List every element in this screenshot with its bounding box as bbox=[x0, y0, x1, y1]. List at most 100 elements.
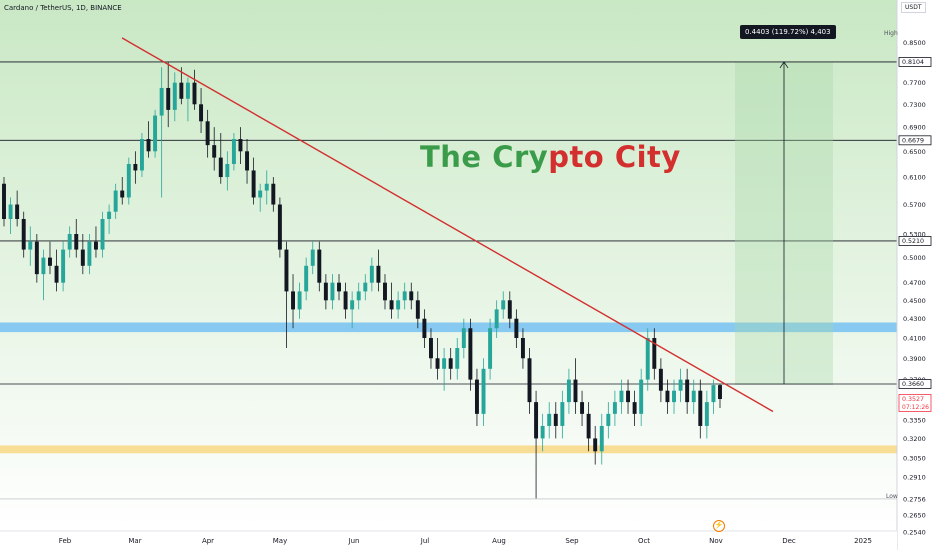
pair-title[interactable]: Cardano / TetherUS, 1D, BINANCE bbox=[4, 4, 122, 12]
candle-body bbox=[34, 241, 39, 275]
resistance-zone bbox=[0, 322, 897, 333]
measure-tool[interactable] bbox=[735, 61, 833, 385]
candle-body bbox=[639, 379, 644, 414]
y-tick-label: 0.6500 bbox=[903, 148, 926, 156]
y-tick-label: 0.2910 bbox=[903, 473, 926, 481]
candle-body bbox=[277, 204, 282, 250]
watermark-text: The Crypto City bbox=[420, 140, 681, 174]
candle-body bbox=[626, 390, 631, 403]
measure-label: 0.4403 (119.72%) 4,403 bbox=[740, 25, 836, 39]
candle-body bbox=[704, 402, 709, 426]
candle-body bbox=[126, 163, 131, 198]
time-axis-bg bbox=[0, 531, 897, 550]
trendline-layer[interactable] bbox=[121, 37, 774, 413]
candle-body bbox=[606, 413, 611, 426]
zones-layer bbox=[0, 322, 897, 454]
candle-body bbox=[514, 318, 519, 339]
y-tick-label: 0.4500 bbox=[903, 297, 926, 305]
price-axis-ticks: 0.8500 0.8104 0.7700 0.7300 0.6900 0.6500 0.61… bbox=[896, 0, 926, 550]
candle-body bbox=[159, 87, 164, 116]
candle-body bbox=[435, 358, 440, 369]
high-tag: High bbox=[884, 30, 898, 37]
y-tick-label: 0.8500 bbox=[903, 39, 926, 47]
candle-body bbox=[429, 338, 433, 359]
candle-body bbox=[8, 204, 13, 219]
candle-body bbox=[245, 151, 250, 171]
candle-body bbox=[21, 218, 26, 250]
candle-body bbox=[501, 300, 506, 310]
candle-body bbox=[652, 338, 657, 369]
descending-trendline[interactable] bbox=[121, 37, 774, 413]
candle-body bbox=[402, 291, 407, 301]
candle-body bbox=[678, 379, 683, 391]
candle-body bbox=[93, 241, 98, 250]
candle-body bbox=[113, 190, 118, 212]
currency-button[interactable]: USDT bbox=[901, 2, 926, 13]
candle-body bbox=[297, 291, 302, 310]
plot-background bbox=[0, 0, 897, 530]
candle-body bbox=[448, 358, 453, 369]
candle-body bbox=[133, 163, 138, 171]
candles-layer bbox=[2, 62, 722, 499]
candle-body bbox=[67, 234, 72, 250]
candle-body bbox=[474, 379, 479, 414]
candle-body bbox=[455, 348, 460, 369]
time-axis-ticks: Feb Mar Apr May Jun Jul Aug Sep Oct Nov Dec 2025 bbox=[0, 530, 897, 550]
candle-body bbox=[658, 368, 663, 391]
candle-body bbox=[107, 211, 112, 219]
candle-body bbox=[560, 402, 565, 426]
candle-body bbox=[192, 82, 197, 105]
candle-body bbox=[711, 385, 716, 403]
price-label-text: 0.8104 bbox=[902, 59, 924, 66]
candle-body bbox=[356, 291, 361, 301]
candle-body bbox=[166, 87, 171, 110]
candle-body bbox=[337, 282, 341, 292]
y-tick-label: 0.6900 bbox=[903, 124, 926, 132]
x-tick-label: Feb bbox=[59, 537, 72, 545]
candle-body bbox=[179, 82, 184, 99]
candle-body bbox=[28, 241, 33, 250]
y-tick-label: 0.2756 bbox=[903, 495, 926, 503]
candle-body bbox=[87, 241, 92, 266]
candle-body bbox=[291, 291, 295, 310]
watermark-part-1: The Cry bbox=[420, 140, 549, 174]
x-tick-label: Jul bbox=[420, 537, 430, 545]
y-tick-label: 0.3200 bbox=[903, 435, 926, 443]
candle-body bbox=[15, 204, 20, 219]
candle-body bbox=[468, 328, 473, 380]
candle-body bbox=[80, 249, 85, 266]
candle-body bbox=[343, 291, 348, 310]
candle-body bbox=[199, 104, 204, 122]
lightning-icon[interactable]: ⚡ bbox=[713, 520, 725, 532]
candle-body bbox=[396, 300, 401, 310]
candle-body bbox=[251, 170, 256, 198]
x-tick-label: Oct bbox=[638, 537, 650, 545]
candle-body bbox=[383, 282, 387, 301]
candle-body bbox=[317, 249, 322, 283]
candle-body bbox=[153, 115, 158, 152]
y-tick-label: 0.4300 bbox=[903, 315, 926, 323]
candle-body bbox=[698, 390, 703, 426]
candle-body bbox=[461, 328, 466, 349]
candle-body bbox=[146, 139, 151, 152]
candle-body bbox=[218, 157, 223, 178]
y-tick-label: 0.6100 bbox=[903, 174, 926, 182]
y-tick-label: 0.5000 bbox=[903, 254, 926, 262]
countdown-text: 07:12:26 bbox=[902, 404, 929, 411]
candle-body bbox=[2, 183, 6, 219]
candle-body bbox=[645, 338, 650, 380]
y-tick-label: 0.4700 bbox=[903, 279, 926, 287]
candle-body bbox=[685, 379, 690, 403]
x-tick-label: Aug bbox=[492, 537, 506, 545]
candle-body bbox=[422, 318, 427, 339]
low-tag: Low bbox=[886, 493, 898, 500]
candle-body bbox=[363, 282, 368, 292]
candle-body bbox=[665, 390, 670, 403]
candle-body bbox=[442, 358, 447, 369]
y-tick-label: 0.2540 bbox=[903, 529, 926, 537]
candle-body bbox=[507, 300, 512, 319]
candle-body bbox=[599, 425, 604, 452]
candle-body bbox=[284, 249, 289, 292]
